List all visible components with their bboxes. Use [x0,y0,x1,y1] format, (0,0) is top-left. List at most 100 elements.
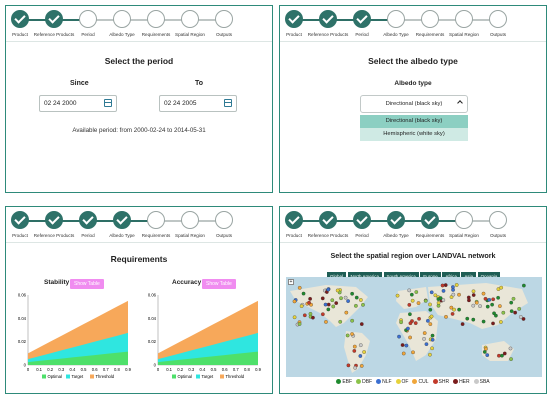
site-marker[interactable] [451,292,456,297]
site-marker[interactable] [321,312,325,317]
site-marker[interactable] [485,353,490,357]
site-marker[interactable] [471,293,476,297]
completed-step-circle[interactable] [353,211,371,229]
site-marker[interactable] [471,289,476,294]
site-marker[interactable] [517,306,522,311]
site-marker[interactable] [498,304,502,308]
site-marker[interactable] [474,300,479,305]
site-marker[interactable] [508,346,513,351]
region-button[interactable]: North America [347,272,383,281]
site-marker[interactable] [452,307,456,312]
site-marker[interactable] [487,297,492,302]
step-circle[interactable] [215,211,233,229]
site-marker[interactable] [457,307,461,312]
albedo-option-hemispheric[interactable]: Hemispheric (white sky) [360,128,468,141]
site-marker[interactable] [350,291,354,296]
site-marker[interactable] [407,303,412,307]
site-marker[interactable] [326,302,331,307]
step-circle[interactable] [387,10,405,28]
site-marker[interactable] [500,353,504,358]
site-marker[interactable] [297,285,302,290]
site-marker[interactable] [440,283,445,288]
completed-step-circle[interactable] [11,10,29,28]
step-circle[interactable] [489,10,507,28]
site-marker[interactable] [428,302,432,307]
site-marker[interactable] [467,298,471,303]
site-marker[interactable] [414,290,419,294]
site-marker[interactable] [299,304,304,308]
site-marker[interactable] [297,322,302,326]
site-marker[interactable] [408,335,412,340]
site-marker[interactable] [345,333,350,338]
site-marker[interactable] [307,300,311,305]
site-marker[interactable] [518,315,523,319]
albedo-option-directional[interactable]: Directional (black sky) [360,115,468,128]
region-button[interactable]: Europe [420,272,441,281]
site-marker[interactable] [331,304,336,309]
step-circle[interactable] [421,10,439,28]
step-circle[interactable] [113,10,131,28]
site-marker[interactable] [426,318,430,323]
step-circle[interactable] [147,211,165,229]
site-marker[interactable] [513,310,518,315]
site-marker[interactable] [428,352,432,357]
step-circle[interactable] [147,10,165,28]
site-marker[interactable] [450,312,455,316]
site-marker[interactable] [324,320,328,324]
site-marker[interactable] [471,317,476,322]
site-marker[interactable] [465,316,470,321]
site-marker[interactable] [326,307,331,312]
site-marker[interactable] [311,315,315,320]
site-marker[interactable] [413,321,418,325]
completed-step-circle[interactable] [79,211,97,229]
site-marker[interactable] [509,357,513,361]
calendar-icon[interactable] [224,99,232,107]
site-marker[interactable] [408,312,412,317]
region-button[interactable]: Global [327,272,347,281]
site-marker[interactable] [509,300,514,305]
step-circle[interactable] [215,10,233,28]
site-marker[interactable] [423,299,428,303]
site-marker[interactable] [482,350,487,354]
site-marker[interactable] [358,343,363,348]
step-circle[interactable] [181,10,199,28]
site-marker[interactable] [292,299,297,304]
site-marker[interactable] [358,354,363,358]
site-marker[interactable] [409,292,414,297]
completed-step-circle[interactable] [387,211,405,229]
site-marker[interactable] [444,314,448,319]
site-marker[interactable] [457,292,461,297]
region-button[interactable]: Oceania [477,272,501,281]
site-marker[interactable] [399,320,403,325]
site-marker[interactable] [422,337,426,341]
site-marker[interactable] [484,347,488,351]
site-marker[interactable] [497,353,501,358]
site-marker[interactable] [323,302,328,307]
completed-step-circle[interactable] [353,10,371,28]
site-marker[interactable] [429,290,434,295]
completed-step-circle[interactable] [285,10,303,28]
site-marker[interactable] [481,291,486,296]
site-marker[interactable] [509,309,514,314]
landval-map[interactable] [286,277,542,377]
site-marker[interactable] [408,321,413,326]
site-marker[interactable] [346,299,350,303]
site-marker[interactable] [404,343,409,348]
site-marker[interactable] [359,298,363,302]
completed-step-circle[interactable] [45,211,63,229]
site-marker[interactable] [436,303,441,308]
site-marker[interactable] [481,319,486,324]
to-date-input[interactable]: 02 24 2005 [159,95,237,112]
accuracy-show-table-button[interactable]: Show Table [202,279,236,289]
completed-step-circle[interactable] [319,10,337,28]
site-marker[interactable] [350,318,355,323]
region-button[interactable]: South America [383,272,419,281]
site-marker[interactable] [338,319,343,324]
site-marker[interactable] [511,296,516,301]
site-marker[interactable] [471,303,476,308]
albedo-type-select[interactable]: Directional (black sky) [360,95,468,113]
calendar-icon[interactable] [104,99,112,107]
site-marker[interactable] [359,364,364,368]
site-marker[interactable] [308,296,312,301]
site-marker[interactable] [441,289,446,293]
